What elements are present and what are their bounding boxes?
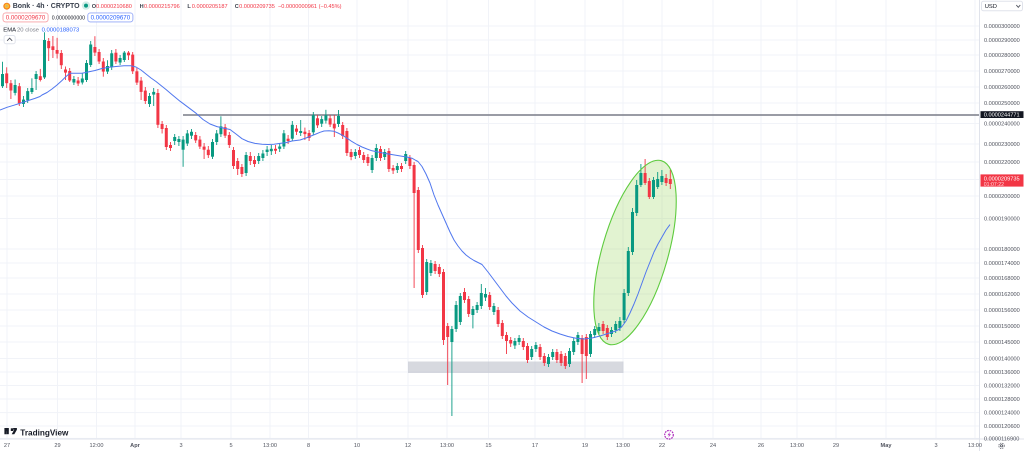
svg-text:TradingView: TradingView: [20, 428, 69, 437]
svg-text:13:00: 13:00: [263, 443, 277, 449]
svg-text:0.0000230000: 0.0000230000: [984, 142, 1020, 148]
svg-text:EMA: EMA: [3, 27, 16, 33]
svg-text:0.0000174000: 0.0000174000: [984, 261, 1020, 267]
svg-text:0.0000000000: 0.0000000000: [52, 16, 85, 22]
svg-text:0.0000132000: 0.0000132000: [984, 384, 1020, 390]
svg-text:29: 29: [54, 443, 60, 449]
svg-text:0.0000124000: 0.0000124000: [984, 411, 1020, 417]
svg-text:8: 8: [307, 443, 310, 449]
svg-text:13:00: 13:00: [616, 443, 630, 449]
svg-text:15: 15: [485, 443, 491, 449]
svg-text:0.0000220000: 0.0000220000: [984, 160, 1020, 166]
svg-text:0.0000188073: 0.0000188073: [42, 27, 80, 33]
svg-text:0.0000180000: 0.0000180000: [984, 247, 1020, 253]
svg-text:12: 12: [405, 443, 411, 449]
svg-text:0.0000209735: 0.0000209735: [984, 176, 1020, 182]
svg-text:0.0000162000: 0.0000162000: [984, 292, 1020, 298]
svg-text:24: 24: [710, 443, 716, 449]
svg-text:0.0000150000: 0.0000150000: [984, 324, 1020, 330]
svg-text:22: 22: [659, 443, 665, 449]
svg-text:0.0000205187: 0.0000205187: [192, 4, 228, 10]
svg-text:0.0000290000: 0.0000290000: [984, 38, 1020, 44]
svg-text:0.0000145000: 0.0000145000: [984, 340, 1020, 346]
svg-text:13:00: 13:00: [968, 443, 982, 449]
svg-text:0.0000200000: 0.0000200000: [984, 194, 1020, 200]
svg-text:27: 27: [4, 443, 10, 449]
svg-text:0.0000260000: 0.0000260000: [984, 85, 1020, 91]
svg-text:20 close: 20 close: [17, 27, 40, 33]
svg-text:H: H: [140, 4, 144, 10]
svg-text:19: 19: [582, 443, 588, 449]
svg-text:3: 3: [934, 443, 937, 449]
svg-text:5: 5: [229, 443, 232, 449]
svg-text:0.0000209670: 0.0000209670: [91, 15, 131, 22]
svg-text:O: O: [92, 4, 97, 10]
svg-text:0.0000250000: 0.0000250000: [984, 101, 1020, 107]
svg-text:13:00: 13:00: [440, 443, 454, 449]
svg-text:0.0000209670: 0.0000209670: [6, 15, 46, 22]
svg-text:0.0000116900: 0.0000116900: [984, 436, 1019, 442]
svg-text:−0.0000000961 (−0.45%): −0.0000000961 (−0.45%): [278, 4, 342, 10]
svg-text:0.0000244771: 0.0000244771: [984, 113, 1020, 119]
svg-text:01:07:22: 01:07:22: [984, 182, 1004, 188]
svg-text:13:00: 13:00: [790, 443, 804, 449]
svg-text:26: 26: [758, 443, 764, 449]
svg-text:Apr: Apr: [130, 443, 140, 449]
svg-text:0.0000215796: 0.0000215796: [144, 4, 180, 10]
svg-text:29: 29: [833, 443, 839, 449]
svg-text:0.0000168000: 0.0000168000: [984, 276, 1020, 282]
svg-text:0.0000128000: 0.0000128000: [984, 397, 1020, 403]
svg-text:10: 10: [354, 443, 360, 449]
svg-text:0.0000140000: 0.0000140000: [984, 357, 1020, 363]
svg-text:12:00: 12:00: [90, 443, 104, 449]
svg-text:0.0000136000: 0.0000136000: [984, 370, 1020, 376]
svg-text:0.0000280000: 0.0000280000: [984, 53, 1020, 59]
svg-text:L: L: [187, 4, 191, 10]
svg-text:0.0000210680: 0.0000210680: [96, 4, 132, 10]
svg-text:0.0000270000: 0.0000270000: [984, 69, 1020, 75]
svg-text:USD: USD: [985, 4, 997, 10]
svg-text:0.0000240000: 0.0000240000: [984, 122, 1020, 128]
svg-text:Bonk · 4h · CRYPTO: Bonk · 4h · CRYPTO: [13, 3, 80, 10]
svg-text:0.0000120600: 0.0000120600: [984, 424, 1020, 430]
svg-text:May: May: [881, 443, 893, 449]
svg-text:0.0000156000: 0.0000156000: [984, 308, 1020, 314]
svg-text:C: C: [235, 4, 239, 10]
svg-text:0.0000300000: 0.0000300000: [984, 24, 1020, 30]
svg-text:3: 3: [179, 443, 182, 449]
svg-text:0.0000190000: 0.0000190000: [984, 217, 1020, 223]
svg-text:17: 17: [532, 443, 538, 449]
svg-text:0.0000209735: 0.0000209735: [239, 4, 275, 10]
